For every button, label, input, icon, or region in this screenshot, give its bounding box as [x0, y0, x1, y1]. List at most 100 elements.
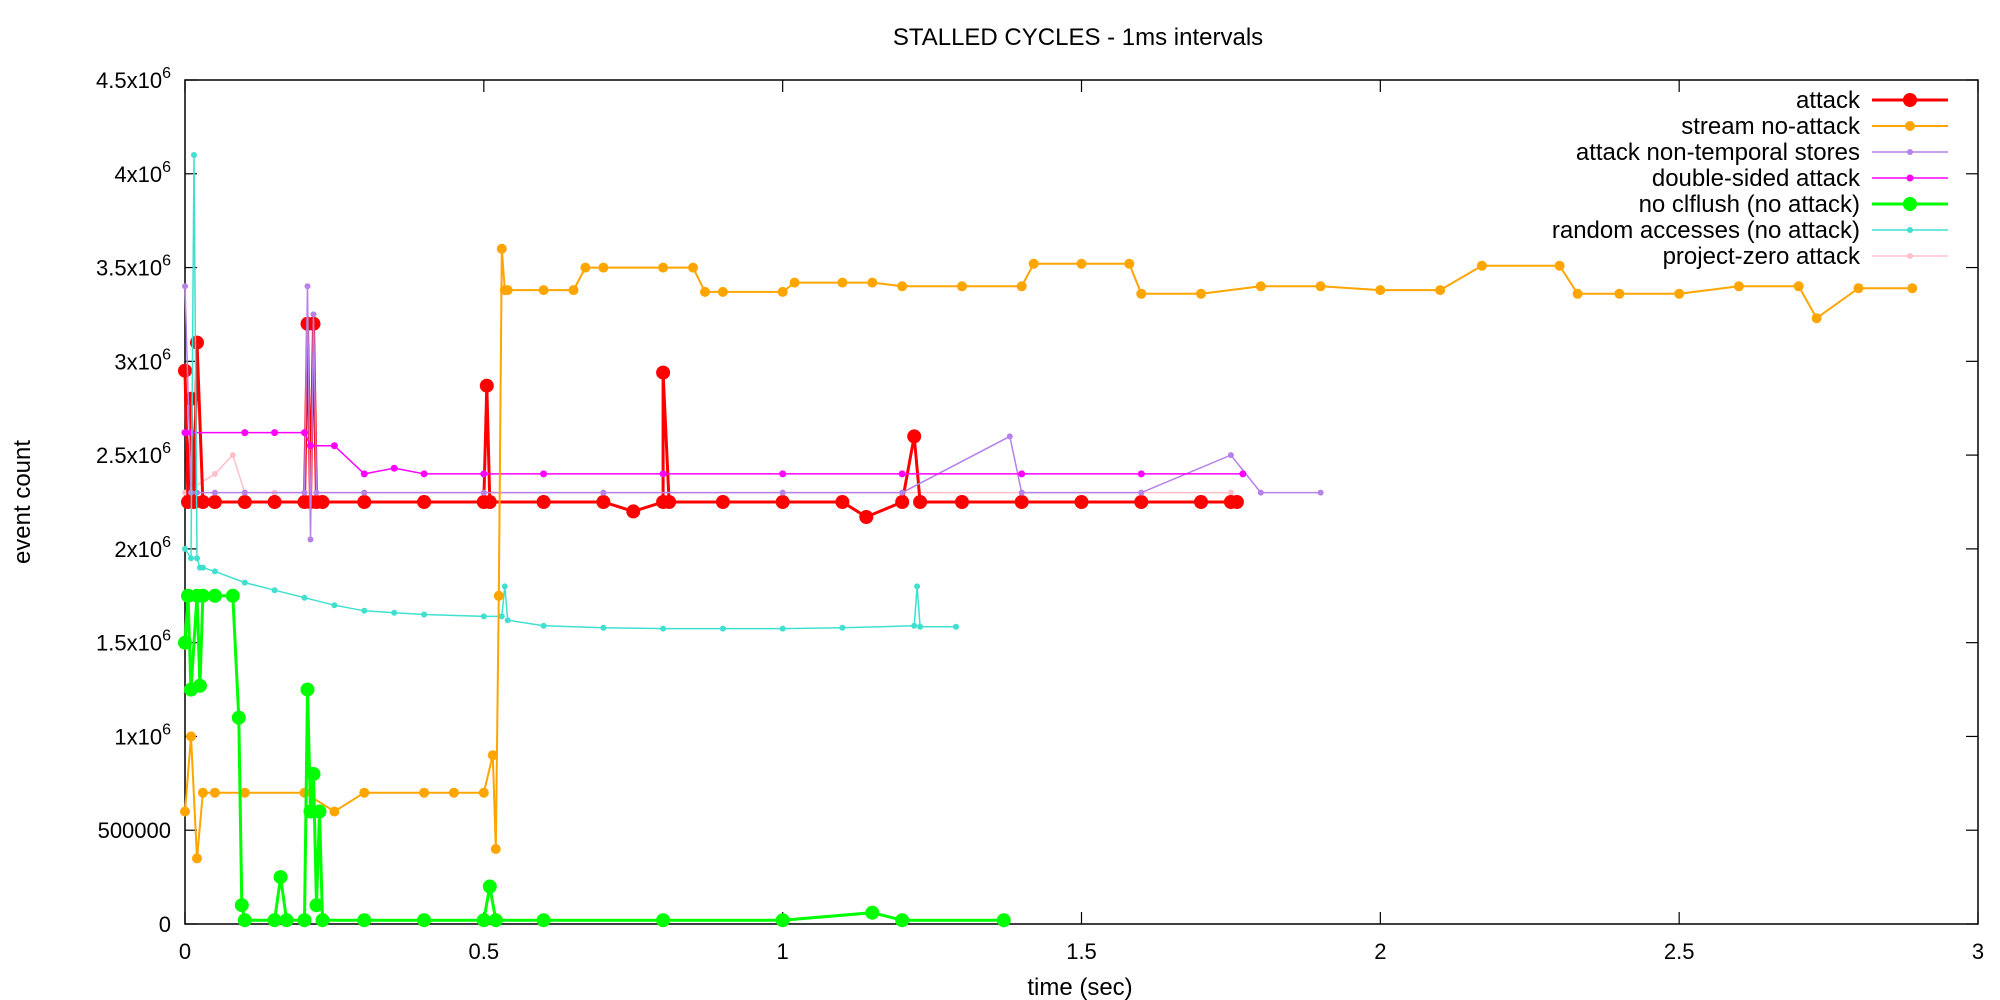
data-point	[225, 588, 240, 603]
data-point	[299, 787, 310, 798]
data-point	[188, 555, 194, 562]
data-point	[273, 870, 288, 885]
legend-label: attack	[1796, 87, 1861, 114]
data-point	[360, 470, 368, 478]
data-point	[1196, 288, 1206, 299]
data-point	[307, 442, 314, 450]
data-point	[911, 622, 918, 629]
data-point	[239, 787, 250, 798]
y-tick-label: 4x106	[114, 159, 171, 187]
data-point	[913, 495, 928, 509]
data-point	[309, 898, 324, 913]
data-point	[1476, 260, 1487, 271]
data-point	[1137, 470, 1145, 478]
data-point	[241, 579, 248, 586]
data-point	[195, 495, 210, 509]
data-point	[1227, 489, 1234, 496]
data-point	[715, 495, 730, 509]
data-point	[482, 495, 497, 509]
x-axis-label: time (sec)	[1027, 974, 1132, 1000]
data-point	[420, 470, 428, 478]
y-tick-label: 1.5x106	[96, 628, 171, 656]
series-line	[185, 431, 1243, 475]
data-point	[482, 879, 497, 894]
data-point	[241, 429, 249, 437]
data-point	[700, 286, 710, 297]
data-point	[361, 607, 368, 614]
data-point	[895, 913, 910, 928]
data-point	[996, 913, 1011, 928]
data-point	[895, 495, 910, 509]
data-point	[779, 489, 786, 496]
data-point	[480, 613, 487, 620]
y-axis-label: event count	[9, 440, 36, 564]
legend-label: no clflush (no attack)	[1639, 191, 1860, 218]
data-point	[1076, 258, 1087, 269]
data-point	[1257, 489, 1264, 496]
data-point	[1614, 288, 1625, 299]
x-tick-label: 2	[1374, 939, 1386, 964]
data-point	[241, 489, 248, 496]
data-point	[953, 623, 959, 630]
data-point	[478, 787, 489, 798]
data-point	[331, 602, 338, 609]
data-point	[504, 617, 511, 624]
data-point	[271, 429, 279, 437]
data-point	[194, 555, 200, 562]
data-point	[917, 623, 924, 630]
data-point	[209, 787, 220, 798]
series-5	[182, 152, 959, 632]
data-point	[493, 590, 504, 601]
data-point	[207, 588, 222, 603]
series-line	[184, 154, 956, 630]
data-point	[357, 913, 372, 928]
data-point	[498, 613, 505, 620]
data-point	[897, 281, 908, 292]
data-point	[1239, 470, 1247, 478]
data-point	[659, 470, 667, 478]
data-point	[390, 464, 398, 472]
data-point	[417, 913, 432, 928]
data-point	[1229, 495, 1244, 509]
chart-title: STALLED CYCLES - 1ms intervals	[893, 24, 1263, 51]
series-1	[180, 243, 1918, 864]
legend-marker	[1906, 174, 1914, 182]
data-point	[600, 624, 607, 631]
data-point	[476, 913, 491, 928]
data-point	[231, 710, 246, 725]
legend-label: double-sided attack	[1652, 165, 1861, 192]
data-point	[1194, 495, 1208, 509]
data-point	[1572, 288, 1583, 299]
data-point	[496, 243, 507, 254]
legend-marker	[1907, 253, 1913, 259]
data-point	[907, 429, 922, 444]
data-point	[211, 568, 218, 575]
data-point	[1317, 489, 1324, 496]
data-point	[187, 429, 195, 437]
data-point	[301, 429, 308, 437]
x-tick-label: 0.5	[469, 939, 500, 964]
data-point	[1134, 495, 1149, 509]
data-point	[267, 495, 282, 509]
y-tick-label: 0	[159, 912, 171, 937]
legend-marker	[1903, 93, 1917, 107]
x-tick-label: 2.5	[1664, 939, 1695, 964]
legend-label: attack non-temporal stores	[1576, 139, 1860, 166]
x-tick-label: 1.5	[1066, 939, 1097, 964]
data-point	[306, 767, 321, 781]
data-point	[719, 625, 726, 632]
data-point	[1315, 281, 1326, 292]
data-point	[538, 285, 549, 296]
y-tick-label: 4.5x106	[96, 65, 171, 93]
data-point	[502, 285, 513, 296]
data-point	[867, 277, 878, 288]
data-point	[480, 470, 488, 478]
data-point	[357, 495, 372, 509]
data-point	[835, 495, 850, 509]
data-point	[1124, 258, 1135, 269]
data-point	[1554, 260, 1565, 271]
x-axis: 0 0.5 1 1.5 2 2.5 3	[179, 80, 1984, 964]
legend-marker	[1907, 149, 1913, 155]
